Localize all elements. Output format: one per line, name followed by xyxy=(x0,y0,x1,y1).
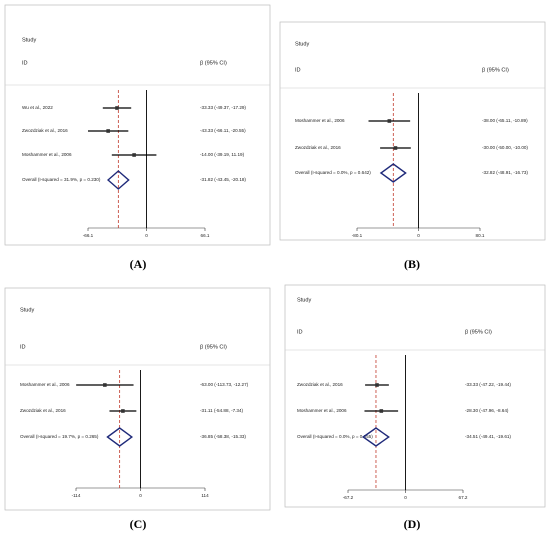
overall-diamond xyxy=(106,170,130,190)
column-header: Study xyxy=(20,307,35,313)
column-header: Study xyxy=(22,37,37,43)
column-header: ID xyxy=(22,60,28,66)
panel-frame xyxy=(4,4,271,246)
estimate-label: -63.00 (-113.73, -12.27) xyxy=(200,382,249,387)
panel-frame xyxy=(279,21,546,241)
overall-name: Overall (I-squared = 0.0%, p = 0.642) xyxy=(295,170,371,175)
estimate-label: -31.11 (-54.88, -7.34) xyxy=(200,408,244,413)
panel-label: (C) xyxy=(130,517,147,531)
estimate-label: -38.00 (-65.11, -10.89) xyxy=(482,118,528,123)
estimate-label: -28.30 (-47.96, -8.64) xyxy=(465,408,509,413)
overall-diamond xyxy=(362,427,390,447)
estimate-label: -33.33 (-49.37, -17.29) xyxy=(200,105,246,110)
overall-label: -32.82 (-48.91, -16.73) xyxy=(482,170,528,175)
point-estimate xyxy=(393,146,398,150)
panel-frame xyxy=(284,284,546,508)
column-header: ID xyxy=(295,67,301,73)
study-name: Moshammer et al., 2006 xyxy=(297,408,347,413)
column-header: β (95% CI) xyxy=(200,344,227,350)
panel-label: (A) xyxy=(130,257,147,271)
point-estimate xyxy=(115,106,119,110)
point-estimate xyxy=(106,129,110,133)
point-estimate xyxy=(375,383,379,387)
x-tick-label: -66.1 xyxy=(83,233,94,238)
overall-diamond xyxy=(379,163,407,183)
study-name: Zwozdziak et al., 2016 xyxy=(22,128,68,133)
point-estimate xyxy=(132,153,136,157)
panel-frame xyxy=(4,287,271,511)
column-header: ID xyxy=(297,329,303,335)
point-estimate xyxy=(387,119,392,123)
x-tick-label: 0 xyxy=(404,495,407,500)
overall-name: Overall (I-squared = 19.7%, p = 0.265) xyxy=(20,434,99,439)
x-tick-label: 0 xyxy=(145,233,148,238)
column-header: Study xyxy=(297,297,312,303)
estimate-label: -14.00 (-39.19, 11.19) xyxy=(200,152,245,157)
panel-label: (D) xyxy=(404,517,421,531)
point-estimate xyxy=(379,409,384,413)
study-name: Moshammer et al., 2006 xyxy=(295,118,345,123)
x-tick-label: 67.2 xyxy=(459,495,468,500)
column-header: β (95% CI) xyxy=(200,60,227,66)
x-tick-label: -114 xyxy=(72,493,81,498)
study-name: Zwozdziak et al., 2016 xyxy=(20,408,66,413)
estimate-label: -30.00 (-50.00, -10.00) xyxy=(482,145,528,150)
overall-label: -34.51 (-49.41, -19.61) xyxy=(465,434,511,439)
overall-label: -31.82 (-43.45, -20.18) xyxy=(200,177,246,182)
study-name: Zwozdziak et al., 2016 xyxy=(297,382,343,387)
column-header: ID xyxy=(20,344,26,350)
study-name: Moshammer et al., 2006 xyxy=(22,152,72,157)
study-name: Wu et al., 2022 xyxy=(22,105,53,110)
study-name: Zwozdziak et al., 2016 xyxy=(295,145,341,150)
overall-name: Overall (I-squared = 31.9%, p = 0.230) xyxy=(22,177,101,182)
point-estimate xyxy=(103,383,107,387)
overall-name: Overall (I-squared = 0.0%, p = 0.355) xyxy=(297,434,373,439)
x-tick-label: -67.2 xyxy=(343,495,354,500)
overall-diamond xyxy=(106,427,134,447)
estimate-label: -43.33 (-66.11, -20.55) xyxy=(200,128,246,133)
estimate-label: -33.33 (-47.22, -19.44) xyxy=(465,382,511,387)
x-tick-label: 114 xyxy=(201,493,209,498)
column-header: β (95% CI) xyxy=(482,67,509,73)
column-header: β (95% CI) xyxy=(465,329,492,335)
column-header: Study xyxy=(295,41,310,47)
study-name: Moshammer et al., 2006 xyxy=(20,382,70,387)
x-tick-label: 80.1 xyxy=(476,233,485,238)
x-tick-label: -80.1 xyxy=(352,233,363,238)
point-estimate xyxy=(121,409,125,413)
panel-label: (B) xyxy=(404,257,420,271)
x-tick-label: 0 xyxy=(139,493,142,498)
overall-label: -36.85 (-58.38, -15.33) xyxy=(200,434,246,439)
x-tick-label: 66.1 xyxy=(201,233,210,238)
x-tick-label: 0 xyxy=(417,233,420,238)
